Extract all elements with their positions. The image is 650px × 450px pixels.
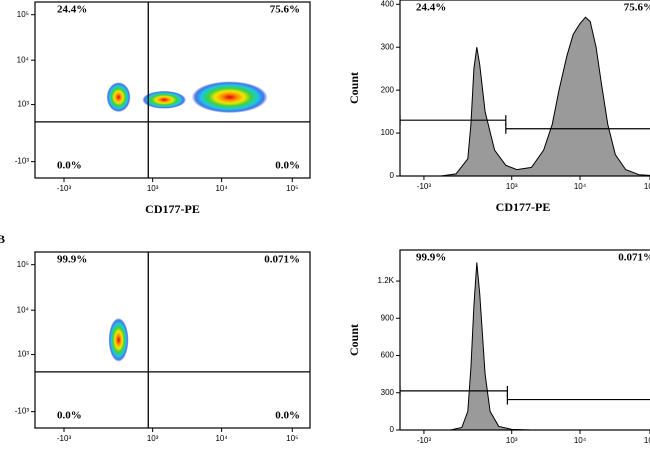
x-tick-label: 10⁵ [286, 434, 298, 443]
y-tick-label: -10³ [15, 157, 30, 166]
x-tick-label: 10⁴ [215, 184, 228, 193]
gate-label: 75.6% [624, 2, 650, 14]
y-tick-label: 600 [381, 351, 395, 360]
plot-frame [399, 249, 650, 431]
x-tick-label: -10³ [417, 182, 432, 191]
x-axis-label: CD177-PE [145, 202, 200, 216]
quadrant-label: 99.9% [57, 254, 87, 266]
y-tick-label: 10³ [17, 100, 29, 109]
y-tick-label: 200 [381, 85, 395, 94]
y-tick-label: 300 [381, 42, 395, 51]
panel: 24.4% 75.6% 0.0% 0.0% -10³ 10³ 10⁴ 10⁵ -10³ 10³ 10… [15, 1, 311, 216]
y-tick-label: 300 [381, 388, 395, 397]
plot-area [35, 252, 310, 428]
plot-area [400, 16, 650, 176]
panel-label: B [0, 232, 5, 246]
x-tick-label: 10⁴ [215, 434, 228, 443]
x-tick-label: 10³ [147, 434, 159, 443]
x-tick-label: 10⁵ [644, 182, 650, 191]
panel: 99.9% 0.071% -10³ 10³ 10⁴ 10⁵ 0 300 600 900 1.2K Co… [347, 249, 650, 445]
quadrant-label: 0.0% [275, 410, 300, 422]
y-tick-label: 0 [390, 171, 395, 180]
x-tick-label: -10³ [57, 184, 72, 193]
x-axis-label: CD177-PE [496, 200, 551, 214]
x-tick-label: 10³ [147, 184, 159, 193]
x-tick-label: -10³ [417, 436, 432, 445]
quadrant-label: 0.0% [57, 160, 82, 172]
density-cluster [142, 90, 187, 109]
x-tick-label: 10⁵ [286, 184, 298, 193]
density-cluster [106, 82, 131, 113]
quadrant-label: 24.4% [57, 4, 87, 16]
plot-frame [34, 251, 311, 429]
panel: 99.9% 0.071% 0.0% 0.0% -10³ 10³ 10⁴ 10⁵ -10³ 10³ 1… [0, 232, 311, 443]
panel: 24.4% 75.6% -10³ 10³ 10⁴ 10⁵ 0 100 200 300 400 CD17… [347, 0, 650, 214]
plot-area [400, 262, 650, 430]
y-tick-label: 400 [381, 0, 395, 8]
gate-label: 99.9% [416, 252, 446, 264]
x-tick-label: 10³ [506, 182, 518, 191]
y-tick-label: -10³ [15, 407, 30, 416]
y-tick-label: 10⁵ [17, 260, 29, 269]
quadrant-label: 0.0% [57, 410, 82, 422]
plot-frame [34, 1, 311, 179]
y-axis-label: Count [347, 72, 361, 104]
y-axis-label: Count [347, 324, 361, 356]
y-tick-label: 100 [381, 128, 395, 137]
x-tick-label: 10⁵ [644, 436, 650, 445]
gate-label: 24.4% [416, 2, 446, 14]
gate-label: 0.071% [618, 252, 650, 264]
y-tick-label: 10³ [17, 350, 29, 359]
quadrant-label: 75.6% [270, 4, 300, 16]
quadrant-label: 0.0% [275, 160, 300, 172]
y-tick-label: 0 [390, 425, 395, 434]
x-tick-label: 10⁴ [574, 436, 587, 445]
density-cluster [108, 317, 129, 362]
plot-area [35, 2, 310, 178]
y-tick-label: 10⁵ [17, 10, 29, 19]
quadrant-label: 0.071% [264, 254, 300, 266]
x-tick-label: 10³ [506, 436, 518, 445]
histogram-area [400, 262, 650, 430]
y-tick-label: 10⁴ [17, 305, 30, 314]
density-cluster [191, 81, 268, 114]
x-tick-label: 10⁴ [574, 182, 587, 191]
plot-frame [399, 0, 650, 177]
x-tick-label: -10³ [57, 434, 72, 443]
histogram-area [400, 16, 650, 176]
y-tick-label: 1.2K [378, 276, 395, 285]
y-tick-label: 10⁴ [17, 55, 30, 64]
y-tick-label: 900 [381, 313, 395, 322]
